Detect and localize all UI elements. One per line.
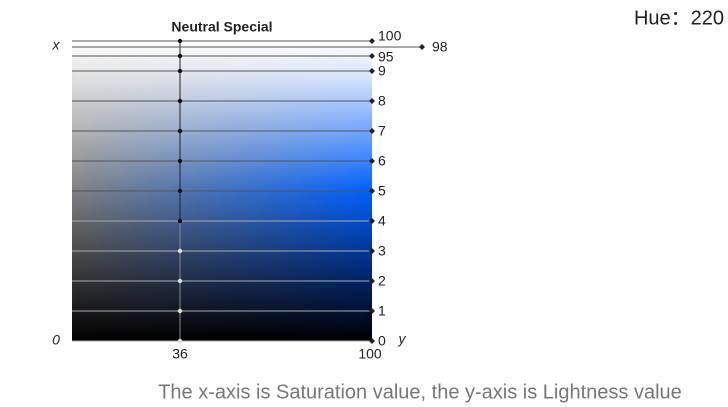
intersection-dot [177,53,183,59]
title: Neutral Special [171,19,272,35]
level-marker [369,38,375,44]
x-axis-label: x [52,37,61,53]
level-label: 8 [378,93,386,109]
intersection-dot [177,338,183,344]
level-label: 100 [378,28,402,44]
hue-label: Hue：220 [634,7,724,29]
level-marker [369,308,375,314]
y-axis-label: y [398,331,407,347]
intersection-dot [177,38,183,44]
level-marker [369,248,375,254]
intersection-dot [177,188,183,194]
level-label: 1 [378,303,386,319]
intersection-dot [177,248,183,254]
level-label: 3 [378,243,386,259]
level-marker [369,338,375,344]
intersection-dot [177,158,183,164]
saturation-label: 36 [172,346,188,362]
intersection-dot [177,98,183,104]
level-label: 4 [378,213,386,229]
level-label: 0 [378,333,386,349]
intersection-dot [177,218,183,224]
intersection-dot [177,68,183,74]
caption: The x-axis is Saturation value, the y-ax… [158,381,682,403]
level-marker [369,68,375,74]
level-marker [369,98,375,104]
level-marker [369,278,375,284]
level-marker [369,188,375,194]
saturation-max-label: 100 [358,346,382,362]
intersection-dot [177,278,183,284]
level-label: 95 [378,49,394,65]
level-label: 9 [378,63,386,79]
intersection-dot [177,128,183,134]
extra-level-marker [419,44,425,50]
level-label: 5 [378,183,386,199]
level-label: 2 [378,273,386,289]
origin-label: 0 [52,332,60,348]
level-marker [369,128,375,134]
level-marker [369,218,375,224]
extra-level-label: 98 [432,39,448,55]
level-marker [369,158,375,164]
level-label: 6 [378,153,386,169]
level-label: 7 [378,123,386,139]
level-marker [369,53,375,59]
intersection-dot [177,308,183,314]
